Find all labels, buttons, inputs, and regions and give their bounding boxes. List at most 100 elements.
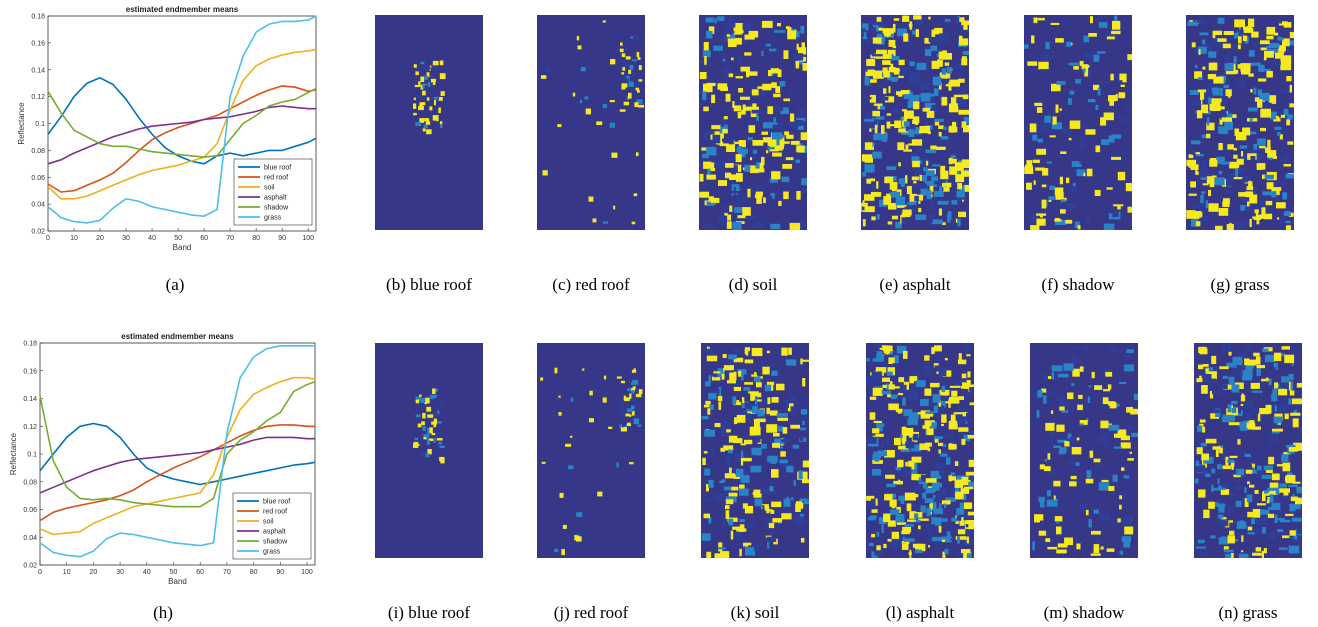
- abundance-patch: [1279, 547, 1288, 550]
- abundance-patch: [800, 25, 805, 34]
- abundance-patch: [875, 433, 884, 437]
- abundance-patch: [1198, 489, 1206, 498]
- abundance-patch: [637, 424, 642, 427]
- abundance-patch: [803, 541, 809, 544]
- abundance-patch: [562, 524, 567, 529]
- abundance-patch: [706, 484, 709, 492]
- abundance-patch: [904, 110, 914, 119]
- abundance-patch: [1125, 104, 1132, 110]
- abundance-patch: [1047, 453, 1051, 460]
- abundance-patch: [797, 108, 805, 116]
- abundance-patch: [955, 218, 959, 223]
- abundance-patch: [413, 64, 417, 68]
- abundance-patch: [880, 442, 884, 451]
- abundance-patch: [908, 129, 915, 137]
- abundance-patch: [1285, 40, 1294, 46]
- abundance-patch: [901, 116, 907, 126]
- abundance-patch: [1208, 501, 1215, 509]
- abundance-patch: [917, 385, 923, 389]
- abundance-patch: [413, 443, 419, 448]
- abundance-patch: [752, 492, 762, 495]
- abundance-patch: [915, 29, 919, 37]
- abundance-patch: [440, 124, 443, 128]
- abundance-patch: [625, 45, 629, 51]
- abundance-patch: [776, 138, 780, 146]
- abundance-patch: [1197, 160, 1208, 163]
- abundance-patch: [780, 135, 786, 138]
- abundance-patch: [1263, 548, 1267, 554]
- abundance-patch: [1263, 57, 1267, 61]
- abundance-patch: [1055, 38, 1064, 43]
- abundance-patch: [1036, 107, 1043, 113]
- abundance-patch: [888, 39, 896, 47]
- abundance-patch: [1072, 356, 1077, 365]
- abundance-patch: [901, 434, 907, 443]
- abundance-patch: [733, 401, 741, 406]
- abundance-patch: [955, 491, 964, 500]
- abundance-patch: [949, 443, 955, 450]
- abundance-patch: [1076, 543, 1081, 550]
- abundance-patch: [864, 194, 875, 201]
- abundance-patch: [1260, 163, 1266, 170]
- abundance-patch: [1222, 414, 1233, 418]
- abundance-map-blue-roof: [375, 15, 483, 230]
- abundance-patch: [1220, 106, 1225, 111]
- abundance-patch: [957, 536, 960, 544]
- abundance-patch: [1063, 363, 1074, 371]
- x-tick-label: 80: [252, 235, 260, 242]
- abundance-patch: [631, 388, 635, 392]
- abundance-patch: [1256, 153, 1261, 162]
- abundance-patch: [883, 32, 891, 37]
- abundance-patch: [1238, 523, 1247, 529]
- abundance-patch: [723, 486, 732, 491]
- abundance-patch: [1081, 64, 1089, 70]
- abundance-patch: [779, 461, 787, 468]
- abundance-patch: [1245, 131, 1257, 135]
- abundance-patch: [1222, 375, 1229, 379]
- abundance-patch: [1044, 459, 1047, 462]
- abundance-patch: [1117, 429, 1127, 438]
- abundance-patch: [1229, 445, 1232, 449]
- abundance-patch: [1199, 549, 1202, 557]
- abundance-patch: [874, 455, 880, 462]
- abundance-patch: [714, 18, 717, 24]
- legend-label: blue roof: [263, 499, 290, 506]
- abundance-patch: [1041, 388, 1047, 393]
- abundance-patch: [633, 368, 636, 371]
- abundance-patch: [1035, 213, 1047, 216]
- abundance-patch: [1213, 76, 1224, 84]
- abundance-patch: [911, 139, 923, 146]
- abundance-patch: [737, 369, 747, 375]
- abundance-patch: [901, 217, 906, 224]
- abundance-patch: [631, 410, 635, 416]
- y-tick-label: 0.18: [23, 341, 37, 348]
- abundance-patch: [951, 158, 957, 164]
- abundance-patch: [429, 427, 433, 434]
- abundance-patch: [1211, 355, 1217, 364]
- abundance-patch: [924, 102, 936, 110]
- abundance-patch: [890, 381, 893, 386]
- abundance-patch: [1201, 191, 1206, 195]
- abundance-patch: [1223, 31, 1234, 35]
- y-tick-label: 0.16: [31, 40, 45, 47]
- abundance-patch: [938, 399, 941, 407]
- abundance-patch: [754, 372, 757, 376]
- abundance-patch: [1218, 514, 1224, 519]
- abundance-patch: [1027, 61, 1038, 66]
- x-tick-label: 0: [46, 235, 50, 242]
- abundance-patch: [956, 157, 960, 161]
- abundance-patch: [1208, 378, 1217, 383]
- abundance-patch: [1102, 80, 1114, 84]
- abundance-patch: [629, 462, 634, 465]
- abundance-patch: [757, 399, 762, 402]
- abundance-patch: [1221, 109, 1227, 117]
- abundance-patch: [913, 15, 922, 20]
- abundance-patch: [958, 78, 965, 83]
- abundance-patch: [1085, 344, 1088, 353]
- abundance-patch: [426, 129, 432, 135]
- abundance-patch: [926, 190, 932, 200]
- abundance-patch: [415, 71, 419, 76]
- abundance-patch: [619, 109, 626, 112]
- abundance-patch: [803, 499, 809, 505]
- abundance-patch: [903, 33, 909, 42]
